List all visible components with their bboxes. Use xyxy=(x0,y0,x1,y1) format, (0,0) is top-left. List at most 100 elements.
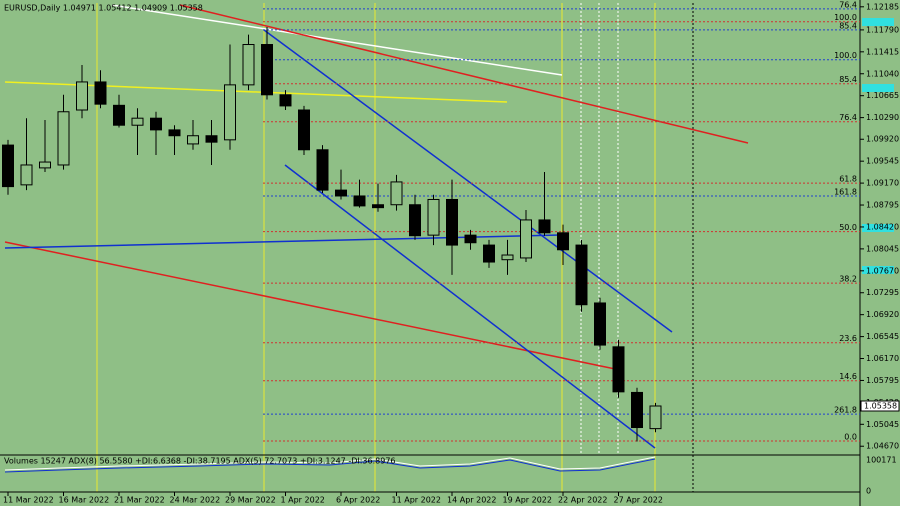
y-tick-label: 1.08045 xyxy=(866,244,899,253)
level-label: 85.4 xyxy=(839,21,857,30)
y-tick-label: 1.12185 xyxy=(866,2,899,11)
candle-body xyxy=(501,254,514,261)
chart-header: EURUSD,Daily 1.04971 1.05412 1.04909 1.0… xyxy=(4,4,203,13)
trendline xyxy=(4,81,508,103)
x-tick-label: 19 Apr 2022 xyxy=(503,496,552,505)
y-tick-label: 1.11040 xyxy=(866,69,899,78)
level-label: 76.4 xyxy=(839,113,857,122)
candle-body xyxy=(557,232,569,251)
level-label: 61.8 xyxy=(839,175,857,184)
x-tick-label: 11 Mar 2022 xyxy=(3,496,54,505)
indicator-line xyxy=(4,458,656,473)
x-tick-label: 21 Mar 2022 xyxy=(114,496,165,505)
y-tick-label: 1.11415 xyxy=(866,47,899,56)
y-tick-label: 1.06545 xyxy=(866,332,899,341)
candle-body xyxy=(631,391,643,429)
candle-body xyxy=(57,111,70,166)
candle-body xyxy=(612,346,625,393)
candle-body xyxy=(20,164,33,186)
level-label: 14.6 xyxy=(839,372,857,381)
last-price-label: 1.05358 xyxy=(864,401,897,410)
candle-body xyxy=(131,117,144,126)
last-price-box xyxy=(860,400,900,412)
y-tick-label: 1.04670 xyxy=(866,442,899,451)
price-box xyxy=(862,84,894,92)
candle-body xyxy=(316,149,329,191)
candle-body xyxy=(94,81,107,105)
candle-body xyxy=(150,117,162,131)
y-tick-label: 1.06170 xyxy=(866,354,899,363)
candle-body xyxy=(261,44,273,96)
candle-body xyxy=(298,109,310,151)
x-tick-label: 22 Apr 2022 xyxy=(558,496,607,505)
y-tick-label: 1.09170 xyxy=(866,179,899,188)
candle-body xyxy=(372,204,384,209)
x-tick-label: 14 Apr 2022 xyxy=(447,496,496,505)
trendline xyxy=(284,164,656,449)
trendline xyxy=(111,4,563,76)
trendline xyxy=(179,4,749,144)
price-box xyxy=(862,18,894,26)
level-label: 0.0 xyxy=(844,432,857,441)
x-tick-label: 27 Apr 2022 xyxy=(614,496,663,505)
candle-body xyxy=(168,129,181,137)
candle-body xyxy=(335,189,347,197)
y-tick-label: 1.08420 xyxy=(866,222,899,231)
trendline xyxy=(4,241,621,371)
candle-body xyxy=(242,44,255,86)
candle-body xyxy=(446,198,458,246)
candle-body xyxy=(76,81,88,111)
y-tick-label: 1.06920 xyxy=(866,310,899,319)
candle-body xyxy=(113,104,125,126)
x-tick-label: 6 Apr 2022 xyxy=(336,496,380,505)
candle-body xyxy=(205,135,218,143)
x-tick-label: 11 Apr 2022 xyxy=(392,496,441,505)
level-label: 261.8 xyxy=(834,406,857,415)
y-tick-label: 1.09920 xyxy=(866,135,899,144)
candle-body xyxy=(520,219,532,259)
candle-body xyxy=(427,198,440,236)
level-label: 50.0 xyxy=(839,223,857,232)
y-tick-label: 1.05045 xyxy=(866,420,899,429)
y-tick-label: 1.05795 xyxy=(866,376,899,385)
candle-body xyxy=(649,405,662,430)
level-label: 23.6 xyxy=(839,334,857,343)
y-tick-label: 1.10290 xyxy=(866,113,899,122)
y-tick-label: 1.09545 xyxy=(866,157,899,166)
candle-body xyxy=(279,94,292,107)
indicator-line xyxy=(4,456,656,471)
x-tick-label: 24 Mar 2022 xyxy=(170,496,221,505)
x-tick-label: 29 Mar 2022 xyxy=(225,496,276,505)
price-box xyxy=(862,224,894,232)
indicator-text: Volumes 15247 ADX(8) 56.5580 +DI:6.6368 … xyxy=(4,457,396,466)
candle-body xyxy=(390,181,403,206)
candle-body xyxy=(2,144,14,188)
indicator-tick-label: 100171 xyxy=(866,456,897,465)
candle-body xyxy=(464,234,477,244)
candle-body xyxy=(594,302,606,346)
y-tick-label: 1.07295 xyxy=(866,288,899,297)
candle-body xyxy=(187,135,199,145)
y-tick-label: 1.08795 xyxy=(866,201,899,210)
y-tick-label: 1.07670 xyxy=(866,266,899,275)
level-label: 85.4 xyxy=(839,75,857,84)
y-tick-label: 1.11790 xyxy=(866,25,899,34)
level-label: 38.2 xyxy=(839,275,857,284)
trendline xyxy=(263,29,673,333)
level-label: 76.4 xyxy=(839,0,857,9)
price-box xyxy=(862,266,894,274)
candle-body xyxy=(39,161,51,169)
candle-body xyxy=(224,84,236,141)
level-label: 100.0 xyxy=(834,51,857,60)
x-tick-label: 16 Mar 2022 xyxy=(59,496,110,505)
candle-body xyxy=(575,244,588,306)
level-label: 100.0 xyxy=(834,13,857,22)
indicator-tick-label: 0 xyxy=(866,487,871,496)
level-label: 161.8 xyxy=(834,187,857,196)
y-tick-label: 1.10665 xyxy=(866,91,899,100)
candle-body xyxy=(483,244,495,263)
x-tick-label: 1 Apr 2022 xyxy=(281,496,325,505)
